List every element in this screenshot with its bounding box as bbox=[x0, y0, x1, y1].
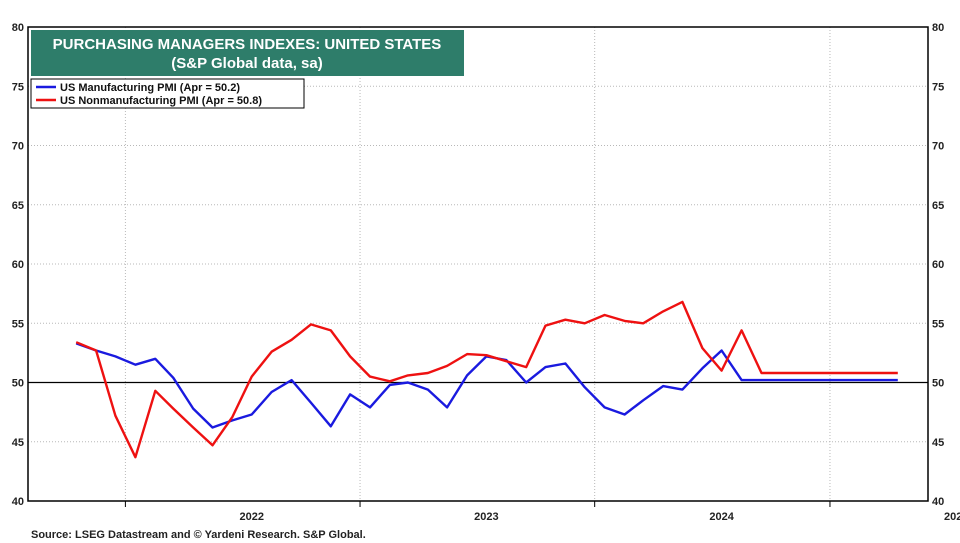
x-tick-label: 2023 bbox=[474, 511, 498, 523]
legend-box bbox=[30, 78, 305, 109]
y-tick-label-left: 50 bbox=[12, 378, 24, 390]
x-tick-label: 2024 bbox=[709, 511, 734, 523]
y-tick-label-left: 45 bbox=[12, 437, 24, 449]
y-tick-label-right: 40 bbox=[932, 496, 944, 508]
plot-frame bbox=[27, 26, 929, 502]
chart-title-line-1: PURCHASING MANAGERS INDEXES: UNITED STAT… bbox=[53, 36, 442, 53]
x-tick-label: 2022 bbox=[239, 511, 263, 523]
legend-label-nonmanufacturing: US Nonmanufacturing PMI (Apr = 50.8) bbox=[60, 95, 262, 107]
chart-title-box: PURCHASING MANAGERS INDEXES: UNITED STAT… bbox=[31, 30, 464, 76]
x-tick-label: 2025 bbox=[944, 511, 960, 523]
y-tick-label-right: 75 bbox=[932, 81, 944, 93]
chart-title-line-2: (S&P Global data, sa) bbox=[171, 55, 322, 72]
legend-label-manufacturing: US Manufacturing PMI (Apr = 50.2) bbox=[60, 82, 240, 94]
y-tick-label-right: 55 bbox=[932, 318, 944, 330]
y-tick-label-left: 40 bbox=[12, 496, 24, 508]
series-layer bbox=[75, 300, 898, 459]
axis-layer: 40 40 45 45 50 50 55 55 60 60 65 65 70 70 75 75 80 80 2022… bbox=[12, 22, 960, 523]
y-tick-label-left: 65 bbox=[12, 200, 24, 212]
y-tick-label-right: 80 bbox=[932, 22, 944, 34]
series-line-nonmanufacturing bbox=[75, 300, 898, 459]
grid-layer bbox=[28, 27, 928, 501]
y-tick-label-right: 60 bbox=[932, 259, 944, 271]
y-tick-label-left: 80 bbox=[12, 22, 24, 34]
y-tick-label-left: 75 bbox=[12, 81, 24, 93]
y-tick-label-right: 50 bbox=[932, 378, 944, 390]
y-tick-label-left: 60 bbox=[12, 259, 24, 271]
source-note: Source: LSEG Datastream and © Yardeni Re… bbox=[31, 529, 366, 541]
legend: US Manufacturing PMI (Apr = 50.2) US Non… bbox=[30, 78, 305, 109]
y-tick-label-left: 55 bbox=[12, 318, 24, 330]
y-tick-label-right: 70 bbox=[932, 141, 944, 153]
y-tick-label-right: 45 bbox=[932, 437, 944, 449]
title-box-background bbox=[31, 30, 464, 76]
y-tick-label-left: 70 bbox=[12, 141, 24, 153]
y-tick-label-right: 65 bbox=[932, 200, 944, 212]
